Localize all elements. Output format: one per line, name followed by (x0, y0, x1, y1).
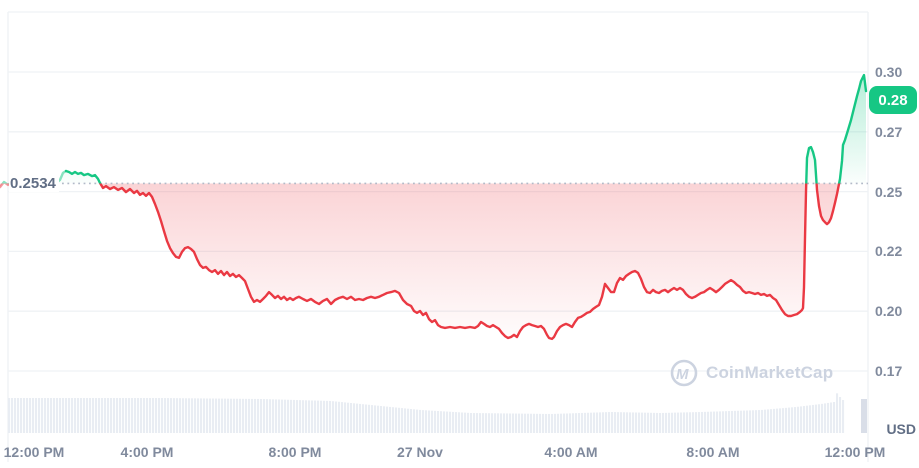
x-axis-tick-label: 12:00 PM (824, 444, 886, 460)
x-axis-tick-label: 8:00 PM (268, 444, 322, 460)
y-axis-tick-label: 0.25 (875, 183, 903, 200)
watermark-text: CoinMarketCap (706, 363, 834, 382)
y-axis-tick-label: 0.30 (875, 64, 903, 80)
x-axis-tick-label: 8:00 AM (686, 444, 740, 460)
y-axis-tick-label: 0.27 (875, 123, 903, 140)
coinmarketcap-logo-icon: M (669, 358, 699, 388)
x-axis-tick-label: 27 Nov (397, 444, 443, 460)
currency-unit-label: USD (886, 421, 916, 437)
coinmarketcap-watermark: M CoinMarketCap (669, 358, 833, 388)
logo-m-glyph: M (676, 366, 689, 383)
x-axis-tick-label: 4:00 PM (120, 444, 174, 460)
current-price-badge: 0.28 (869, 86, 917, 114)
baseline-price-label: 0.2534 (9, 176, 59, 192)
x-axis-tick-label: 4:00 AM (544, 444, 598, 460)
y-axis-tick-label: 0.22 (875, 243, 903, 260)
x-axis-tick-label: 12:00 PM (3, 444, 65, 460)
y-axis-tick-label: 0.20 (875, 303, 903, 320)
y-axis-tick-label: 0.17 (875, 363, 903, 379)
